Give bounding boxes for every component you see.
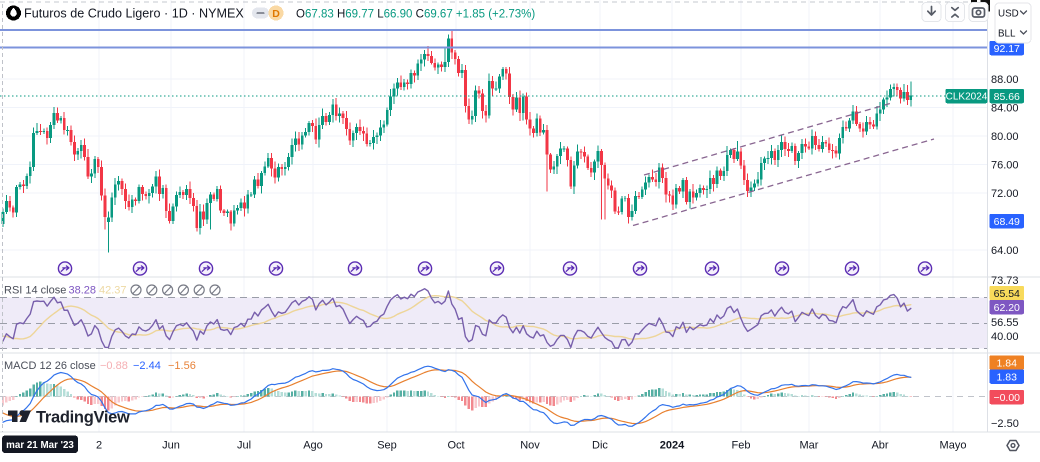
svg-text:−2.44: −2.44: [133, 360, 161, 372]
svg-text:Abr: Abr: [871, 440, 888, 452]
svg-text:MACD 12 26 close: MACD 12 26 close: [4, 360, 96, 372]
svg-text:Dic: Dic: [592, 440, 608, 452]
svg-text:Oct: Oct: [447, 440, 464, 452]
svg-text:−2.50: −2.50: [991, 418, 1019, 430]
svg-text:76.00: 76.00: [991, 160, 1019, 172]
svg-text:Jul: Jul: [237, 440, 251, 452]
svg-text:−1.56: −1.56: [168, 360, 196, 372]
svg-text:56.55: 56.55: [991, 317, 1019, 329]
svg-text:72.00: 72.00: [991, 188, 1019, 200]
svg-text:−0.88: −0.88: [100, 360, 128, 372]
svg-text:−0.00: −0.00: [993, 392, 1020, 404]
svg-text:2024: 2024: [660, 440, 685, 452]
svg-text:Sep: Sep: [377, 440, 397, 452]
svg-text:RSI 14 close: RSI 14 close: [4, 285, 66, 297]
svg-text:84.00: 84.00: [991, 103, 1019, 115]
svg-text:Mayo: Mayo: [940, 440, 967, 452]
svg-text:TradingView: TradingView: [36, 409, 130, 427]
svg-text:Mar: Mar: [800, 440, 819, 452]
svg-text:Feb: Feb: [732, 440, 751, 452]
svg-text:Ago: Ago: [303, 440, 323, 452]
svg-text:D: D: [272, 8, 280, 20]
svg-text:80.00: 80.00: [991, 131, 1019, 143]
svg-text:1.84: 1.84: [997, 358, 1018, 370]
svg-text:42.37: 42.37: [99, 285, 127, 297]
svg-text:65.54: 65.54: [994, 288, 1020, 300]
svg-text:2: 2: [96, 440, 102, 452]
svg-text:Jun: Jun: [162, 440, 180, 452]
svg-text:73.73: 73.73: [991, 275, 1019, 287]
svg-text:Futuros de Crudo Ligero · 1D ·: Futuros de Crudo Ligero · 1D · NYMEX: [24, 7, 244, 21]
svg-text:mar 21 Mar '23: mar 21 Mar '23: [6, 440, 74, 451]
svg-text:CLK2024: CLK2024: [946, 92, 988, 103]
svg-text:85.66: 85.66: [994, 91, 1020, 103]
svg-text:88.00: 88.00: [991, 74, 1019, 86]
svg-text:38.28: 38.28: [69, 285, 97, 297]
svg-text:68.49: 68.49: [994, 216, 1020, 228]
svg-text:1.83: 1.83: [997, 372, 1018, 384]
svg-text:62.20: 62.20: [994, 302, 1020, 314]
svg-text:O67.83 H69.77 L66.90 C69.67 +1: O67.83 H69.77 L66.90 C69.67 +1.85 (+2.73…: [296, 9, 535, 21]
svg-text:BLL: BLL: [998, 29, 1016, 40]
svg-text:Nov: Nov: [520, 440, 540, 452]
svg-text:92.17: 92.17: [994, 43, 1020, 55]
svg-text:64.00: 64.00: [991, 245, 1019, 257]
svg-text:40.00: 40.00: [991, 331, 1019, 343]
svg-text:USD: USD: [998, 9, 1019, 20]
